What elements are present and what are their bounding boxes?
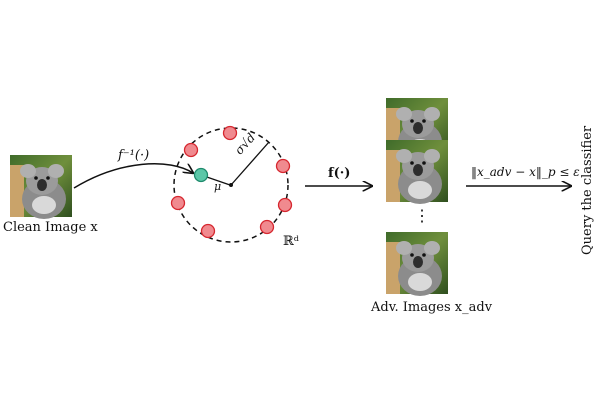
sample-point [277, 197, 293, 213]
ellipsis: ⋮ [414, 206, 430, 225]
inverse-map-arrow [73, 163, 193, 189]
sample-point [170, 195, 186, 211]
adv-image-stack [386, 98, 448, 296]
forward-map-label: f(·) [328, 166, 351, 181]
query-classifier-label: Query the classifier [580, 125, 595, 255]
sample-point [222, 125, 238, 141]
constraint-label: ‖x_adv − x‖_p ≤ ε [471, 165, 580, 179]
adv-images-label: Adv. Images x_adv [371, 300, 493, 315]
latent-space-label: ℝᵈ [283, 234, 300, 249]
mean-label: μ [214, 180, 222, 193]
center-point [229, 183, 233, 187]
sample-point [259, 219, 275, 235]
sample-point [275, 158, 291, 174]
latent-circle [173, 127, 289, 243]
radius-line [230, 141, 270, 186]
sample-point [183, 142, 199, 158]
sample-points [170, 125, 293, 239]
clean-image-label: Clean Image x [3, 220, 98, 235]
sample-point [200, 223, 216, 239]
inverse-map-label: f⁻¹(·) [118, 148, 150, 163]
mapped-point [193, 167, 209, 183]
clean-image [10, 155, 72, 219]
